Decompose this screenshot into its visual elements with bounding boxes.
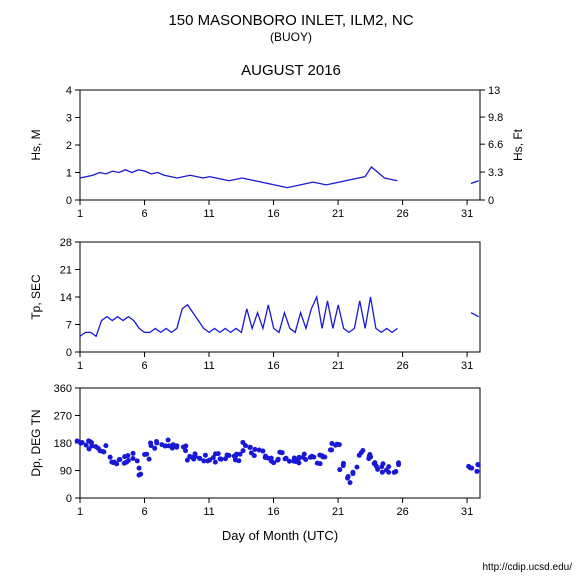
svg-text:26: 26	[396, 360, 408, 372]
svg-text:6: 6	[141, 506, 147, 518]
svg-text:1: 1	[77, 360, 83, 372]
svg-text:16: 16	[267, 360, 279, 372]
svg-text:28: 28	[60, 237, 72, 249]
chart-subtitle: (BUOY)	[0, 30, 582, 44]
svg-text:11: 11	[203, 208, 214, 220]
svg-text:26: 26	[396, 506, 408, 518]
svg-text:14: 14	[60, 292, 72, 304]
svg-text:Dp, DEG TN: Dp, DEG TN	[29, 409, 43, 476]
svg-text:0: 0	[488, 195, 494, 207]
svg-text:3.3: 3.3	[488, 167, 503, 179]
svg-text:6: 6	[141, 208, 147, 220]
svg-text:1: 1	[77, 208, 83, 220]
footer-link: http://cdip.ucsd.edu/	[482, 562, 572, 573]
svg-text:13: 13	[488, 85, 500, 97]
svg-text:11: 11	[203, 360, 214, 372]
svg-text:31: 31	[461, 360, 473, 372]
svg-text:90: 90	[60, 466, 72, 478]
svg-text:4: 4	[66, 85, 72, 97]
svg-text:21: 21	[332, 208, 344, 220]
svg-text:1: 1	[77, 506, 83, 518]
svg-text:21: 21	[60, 265, 72, 277]
svg-text:31: 31	[461, 208, 473, 220]
svg-text:0: 0	[66, 493, 72, 505]
svg-text:360: 360	[54, 383, 72, 395]
svg-text:2: 2	[66, 140, 72, 152]
svg-text:270: 270	[54, 411, 72, 423]
chart-title: 150 MASONBORO INLET, ILM2, NC	[0, 12, 582, 29]
svg-text:Hs, Ft: Hs, Ft	[511, 128, 525, 161]
svg-text:1: 1	[66, 168, 72, 180]
svg-text:9.8: 9.8	[488, 112, 503, 124]
svg-text:0: 0	[66, 195, 72, 207]
svg-text:Day of Month (UTC): Day of Month (UTC)	[222, 528, 338, 543]
svg-text:Tp, SEC: Tp, SEC	[29, 274, 43, 320]
chart-month: AUGUST 2016	[0, 62, 582, 79]
svg-text:16: 16	[267, 208, 279, 220]
svg-text:6: 6	[141, 360, 147, 372]
svg-text:7: 7	[66, 320, 72, 332]
svg-text:3: 3	[66, 113, 72, 125]
chart-svg: 0123403.36.69.813Hs, Ft161116212631Hs, M…	[0, 0, 582, 581]
svg-text:Hs, M: Hs, M	[29, 129, 43, 160]
svg-text:0: 0	[66, 347, 72, 359]
svg-text:26: 26	[396, 208, 408, 220]
svg-text:6.6: 6.6	[488, 139, 503, 151]
svg-text:21: 21	[332, 506, 344, 518]
svg-text:21: 21	[332, 360, 344, 372]
svg-text:11: 11	[203, 506, 214, 518]
svg-text:180: 180	[54, 438, 72, 450]
svg-text:16: 16	[267, 506, 279, 518]
svg-text:31: 31	[461, 506, 473, 518]
